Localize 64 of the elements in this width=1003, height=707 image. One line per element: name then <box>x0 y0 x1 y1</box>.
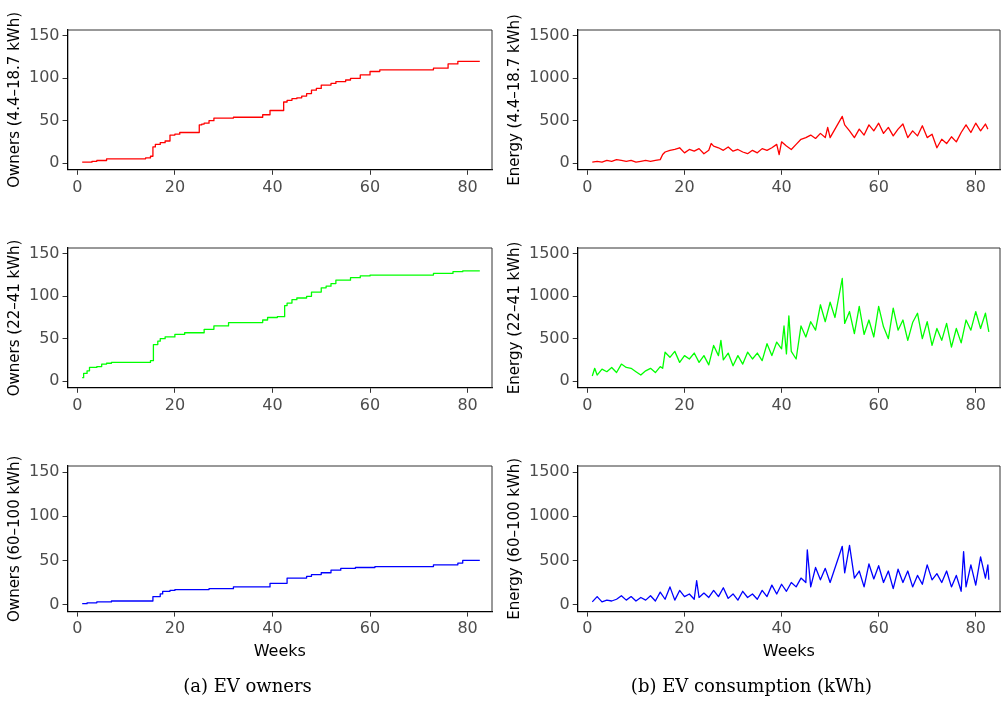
y-tick-label: 0 <box>49 370 60 390</box>
x-tick-label: 40 <box>262 394 283 414</box>
x-tick-label: 60 <box>868 176 889 196</box>
y-tick-label: 0 <box>559 593 570 613</box>
y-tick-label: 50 <box>39 549 60 569</box>
x-tick-label: 80 <box>965 618 986 638</box>
x-tick-label: 60 <box>868 394 889 414</box>
y-tick-label: 150 <box>28 243 60 263</box>
x-tick-label: 0 <box>582 394 593 414</box>
y-tick-label: 0 <box>559 152 570 172</box>
x-tick-label: 20 <box>164 176 186 196</box>
y-axis-title: Owners (4.4–18.7 kWh) <box>4 11 23 188</box>
x-tick-label: 20 <box>164 394 186 414</box>
x-tick-label: 40 <box>771 618 792 638</box>
x-tick-label: 80 <box>457 618 478 638</box>
y-tick-label: 500 <box>539 327 570 347</box>
y-tick-label: 0 <box>49 152 60 172</box>
x-tick-label: 20 <box>164 618 186 638</box>
text: (a) EV owners <box>182 675 313 696</box>
x-tick-label: 80 <box>457 394 478 414</box>
x-tick-label: 80 <box>965 176 986 196</box>
y-axis-title: Owners (22–41 kWh) <box>4 239 23 397</box>
y-tick-label: 0 <box>559 370 570 390</box>
y-tick-label: 0 <box>49 593 60 613</box>
y-tick-label: 1000 <box>529 67 570 87</box>
x-tick-label: 60 <box>359 618 381 638</box>
x-tick-label: 0 <box>72 394 83 414</box>
text: (b) EV consumption (kWh) <box>629 675 874 696</box>
y-tick-label: 500 <box>539 109 570 129</box>
x-tick-label: 0 <box>72 618 83 638</box>
x-axis-title: Weeks <box>253 640 306 660</box>
y-tick-label: 500 <box>539 549 570 569</box>
y-axis-title: Owners (60–100 kWh) <box>4 455 23 622</box>
x-tick-label: 40 <box>262 176 283 196</box>
x-axis-title: Weeks <box>762 640 815 660</box>
y-tick-label: 100 <box>28 67 60 87</box>
x-tick-label: 80 <box>965 394 986 414</box>
y-tick-label: 100 <box>28 505 60 525</box>
x-tick-label: 20 <box>674 618 695 638</box>
y-tick-label: 1000 <box>529 285 570 305</box>
x-tick-label: 80 <box>457 176 478 196</box>
y-tick-label: 50 <box>39 327 60 347</box>
x-tick-label: 0 <box>72 176 83 196</box>
x-tick-label: 60 <box>359 394 381 414</box>
x-tick-label: 60 <box>359 176 381 196</box>
y-tick-label: 50 <box>39 109 60 129</box>
x-tick-label: 0 <box>582 618 593 638</box>
y-tick-label: 150 <box>28 25 60 45</box>
x-tick-label: 60 <box>868 618 889 638</box>
x-tick-label: 20 <box>674 176 695 196</box>
y-tick-label: 1500 <box>529 243 570 263</box>
x-tick-label: 0 <box>582 176 593 196</box>
y-tick-label: 1000 <box>529 505 570 525</box>
x-tick-label: 40 <box>262 618 283 638</box>
y-axis-title: Energy (22–41 kWh) <box>504 241 523 395</box>
y-tick-label: 1500 <box>529 25 570 45</box>
y-tick-label: 100 <box>28 285 60 305</box>
y-axis-title: Energy (60–100 kWh) <box>504 457 523 620</box>
y-tick-label: 150 <box>28 461 60 481</box>
x-tick-label: 20 <box>674 394 695 414</box>
x-tick-label: 40 <box>771 176 792 196</box>
y-axis-title: Energy (4.4–18.7 kWh) <box>504 14 523 186</box>
x-tick-label: 40 <box>771 394 792 414</box>
y-tick-label: 1500 <box>529 461 570 481</box>
